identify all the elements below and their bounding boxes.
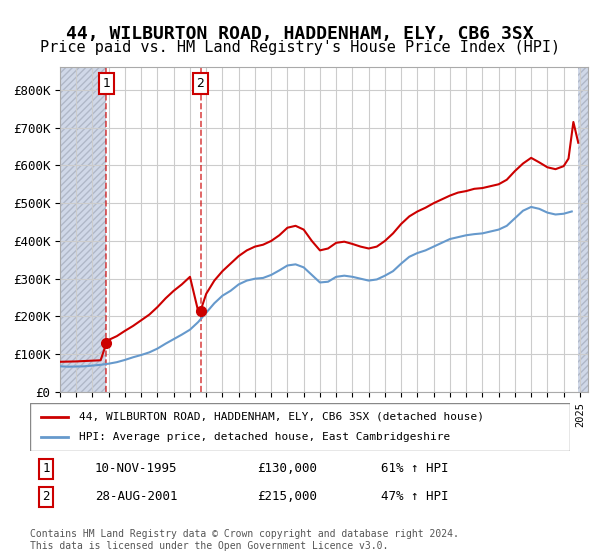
Text: Contains HM Land Registry data © Crown copyright and database right 2024.
This d: Contains HM Land Registry data © Crown c…	[30, 529, 459, 551]
FancyBboxPatch shape	[30, 403, 570, 451]
Text: 61% ↑ HPI: 61% ↑ HPI	[381, 463, 449, 475]
Bar	[578, 67, 595, 392]
Text: HPI: Average price, detached house, East Cambridgeshire: HPI: Average price, detached house, East…	[79, 432, 450, 442]
Text: 10-NOV-1995: 10-NOV-1995	[95, 463, 178, 475]
Text: 28-AUG-2001: 28-AUG-2001	[95, 491, 178, 503]
Text: Price paid vs. HM Land Registry's House Price Index (HPI): Price paid vs. HM Land Registry's House …	[40, 40, 560, 55]
Bar	[60, 67, 106, 392]
Text: 47% ↑ HPI: 47% ↑ HPI	[381, 491, 449, 503]
Text: 1: 1	[43, 463, 50, 475]
Text: 2: 2	[197, 77, 205, 90]
Text: 2: 2	[43, 491, 50, 503]
Text: £130,000: £130,000	[257, 463, 317, 475]
Text: 1: 1	[103, 77, 110, 90]
Text: 44, WILBURTON ROAD, HADDENHAM, ELY, CB6 3SX: 44, WILBURTON ROAD, HADDENHAM, ELY, CB6 …	[66, 25, 534, 43]
Text: £215,000: £215,000	[257, 491, 317, 503]
Text: 44, WILBURTON ROAD, HADDENHAM, ELY, CB6 3SX (detached house): 44, WILBURTON ROAD, HADDENHAM, ELY, CB6 …	[79, 412, 484, 422]
